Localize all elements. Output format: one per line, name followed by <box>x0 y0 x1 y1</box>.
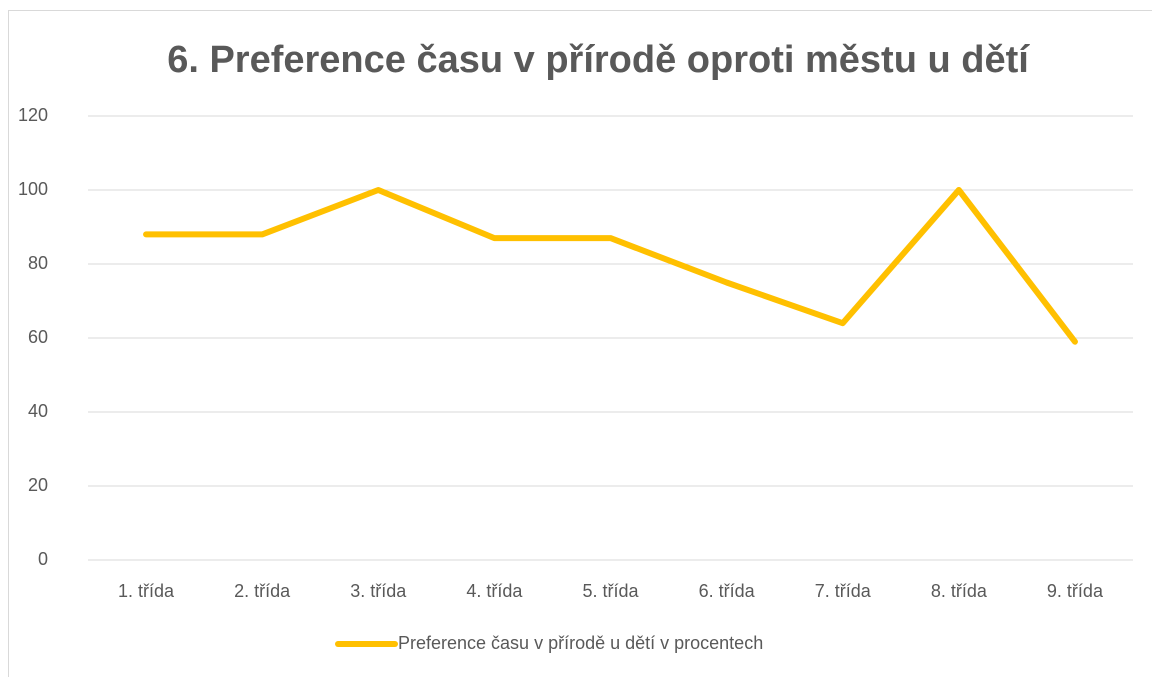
x-tick-label: 2. třída <box>234 581 291 601</box>
chart-title: 6. Preference času v přírodě oproti měst… <box>167 39 1030 81</box>
y-tick-label: 120 <box>18 105 48 125</box>
legend-label: Preference času v přírodě u dětí v proce… <box>398 633 763 653</box>
x-tick-label: 7. třída <box>815 581 872 601</box>
x-tick-label: 9. třída <box>1047 581 1104 601</box>
data-line <box>143 187 1078 345</box>
x-tick-label: 5. třída <box>582 581 639 601</box>
x-tick-label: 1. třída <box>118 581 175 601</box>
y-tick-label: 60 <box>28 327 48 347</box>
x-tick-label: 3. třída <box>350 581 407 601</box>
y-tick-label: 0 <box>38 549 48 569</box>
x-tick-label: 8. třída <box>931 581 988 601</box>
x-tick-label: 4. třída <box>466 581 523 601</box>
y-tick-label: 100 <box>18 179 48 199</box>
chart-border <box>8 10 1152 677</box>
y-tick-label: 80 <box>28 253 48 273</box>
x-tick-label: 6. třída <box>699 581 756 601</box>
y-tick-label: 40 <box>28 401 48 421</box>
y-tick-label: 20 <box>28 475 48 495</box>
